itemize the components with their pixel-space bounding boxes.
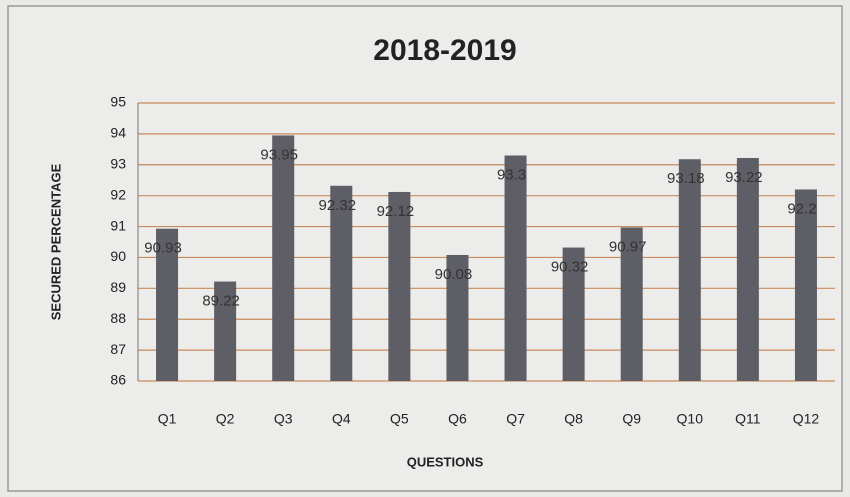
bar [388, 191, 411, 381]
x-tick-label: Q12 [793, 411, 820, 427]
chart-frame [7, 5, 843, 492]
data-label: 90.32 [551, 259, 589, 276]
data-label: 90.08 [435, 266, 473, 283]
chart-title: 2018-2019 [373, 34, 516, 67]
bar [678, 159, 701, 381]
bar [620, 227, 643, 381]
x-tick-label: Q8 [564, 411, 583, 427]
y-tick-label: 86 [110, 372, 126, 388]
data-label: 93.3 [497, 166, 526, 183]
y-tick-label: 88 [110, 310, 126, 326]
bar [504, 155, 527, 381]
y-tick-label: 89 [110, 279, 126, 295]
data-label: 92.12 [377, 203, 415, 220]
data-label: 93.95 [260, 146, 298, 163]
data-label: 93.22 [725, 169, 763, 186]
x-axis-title: QUESTIONS [407, 454, 484, 469]
x-tick-label: Q4 [332, 411, 351, 427]
data-label: 90.93 [144, 240, 182, 257]
x-tick-label: Q1 [158, 411, 177, 427]
y-tick-label: 87 [110, 341, 126, 357]
bar [736, 157, 759, 381]
x-tick-label: Q7 [506, 411, 525, 427]
x-tick-label: Q2 [216, 411, 235, 427]
bar [272, 135, 295, 381]
y-tick-label: 95 [110, 94, 126, 110]
x-tick-label: Q6 [448, 411, 467, 427]
x-tick-label: Q11 [735, 411, 761, 427]
bar [562, 247, 585, 381]
y-tick-label: 93 [110, 155, 126, 171]
x-tick-label: Q10 [677, 411, 704, 427]
y-tick-label: 91 [110, 217, 126, 233]
data-label: 92.2 [787, 200, 816, 217]
y-tick-label: 92 [110, 186, 126, 202]
bar [446, 254, 469, 381]
data-label: 93.18 [667, 170, 705, 187]
y-tick-label: 90 [110, 248, 126, 264]
bar [214, 281, 237, 381]
x-tick-label: Q3 [274, 411, 293, 427]
bar [330, 185, 353, 381]
x-tick-label: Q9 [622, 411, 641, 427]
y-axis-title: SECURED PERCENTAGE [48, 163, 63, 320]
bar [156, 228, 179, 381]
data-label: 90.97 [609, 238, 647, 255]
bar [794, 189, 817, 381]
y-tick-label: 94 [110, 125, 126, 141]
x-tick-label: Q5 [390, 411, 409, 427]
data-label: 89.22 [202, 293, 240, 310]
data-label: 92.32 [319, 197, 357, 214]
